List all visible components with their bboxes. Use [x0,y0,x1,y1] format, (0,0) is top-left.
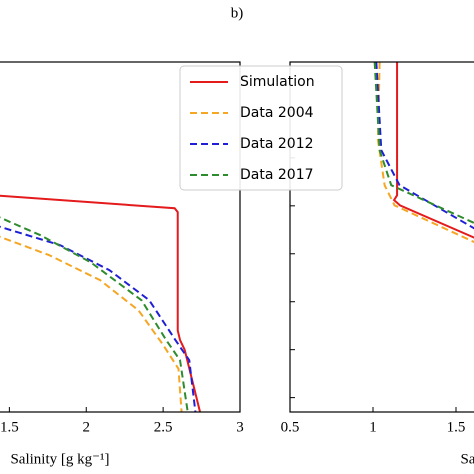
data-line [0,235,183,412]
data-line [0,216,189,412]
legend-label: Simulation [240,74,315,90]
legend-label: Data 2017 [240,167,314,183]
x-tick-label: 1.5 [447,419,466,435]
data-line [392,62,474,239]
data-line [376,62,474,244]
legend-label: Data 2012 [240,136,314,152]
x-tick-label: 2 [83,419,91,435]
x-axis-label: Salinity [g kg⁻¹] [460,451,474,467]
figure-title: b) [231,5,244,21]
x-tick-label: 3 [236,419,244,435]
data-line [0,194,201,412]
data-line [373,62,474,224]
x-tick-label: 1.5 [0,419,19,435]
x-tick-label: 1 [369,419,377,435]
x-axis-label: Salinity [g kg⁻¹] [10,451,109,467]
x-tick-label: 2.5 [154,419,173,435]
axes-frame [289,61,474,413]
legend: Simulation Data 2004 Data 2012 Data 2017 [179,65,343,191]
data-line [375,62,474,230]
plot-area [373,62,474,244]
data-line [0,225,197,412]
axes-frame [0,61,241,413]
x-tick-label: 0.5 [281,419,300,435]
legend-box [179,65,343,191]
plot-area [0,194,201,412]
legend-label: Data 2004 [240,105,314,121]
